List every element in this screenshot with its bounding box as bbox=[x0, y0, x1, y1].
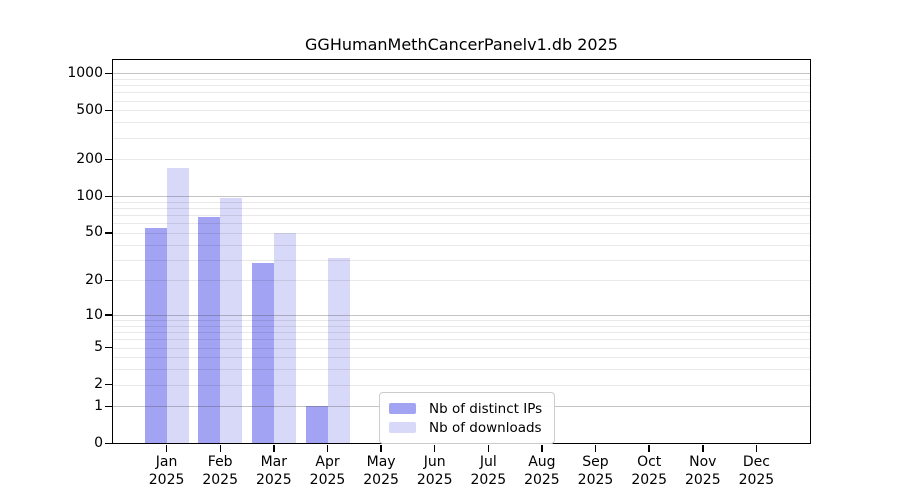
gridline-minor bbox=[113, 110, 810, 112]
gridline-minor bbox=[113, 201, 810, 203]
y-tick-label: 1 bbox=[94, 397, 103, 414]
x-tick-label: Nov 2025 bbox=[684, 453, 721, 488]
gridline-minor bbox=[113, 357, 810, 359]
gridline-minor bbox=[113, 78, 810, 80]
legend-label-distinct-ips: Nb of distinct IPs bbox=[429, 400, 543, 417]
gridline-minor bbox=[113, 369, 810, 371]
y-tick-label: 5 bbox=[94, 339, 103, 355]
legend: Nb of distinct IPs Nb of downloads bbox=[379, 392, 556, 444]
x-tick-label: Oct 2025 bbox=[631, 453, 667, 488]
y-axis-tick bbox=[104, 346, 112, 349]
bar-downloads-jan bbox=[166, 168, 189, 444]
x-axis-tick bbox=[326, 445, 329, 452]
legend-label-downloads: Nb of downloads bbox=[429, 419, 542, 436]
x-axis-tick bbox=[487, 445, 490, 452]
x-tick-label: May 2025 bbox=[363, 453, 399, 488]
x-tick-label: Aug 2025 bbox=[524, 453, 560, 488]
legend-swatch-downloads bbox=[389, 422, 416, 433]
y-axis-tick bbox=[104, 232, 112, 234]
y-tick-label: 500 bbox=[76, 101, 103, 118]
chart-title: GGHumanMethCancerPanelv1.db 2025 bbox=[305, 35, 618, 54]
x-tick-label: Apr 2025 bbox=[309, 453, 346, 488]
gridline-minor bbox=[113, 232, 810, 234]
gridline-minor bbox=[113, 92, 810, 94]
legend-item-downloads: Nb of downloads bbox=[389, 418, 542, 437]
y-axis-tick bbox=[104, 314, 112, 316]
bar-distinct-ips-apr bbox=[305, 406, 328, 444]
gridline-minor bbox=[113, 280, 810, 282]
x-axis-tick bbox=[594, 445, 597, 452]
gridline-minor bbox=[113, 347, 810, 349]
y-tick-label: 50 bbox=[85, 224, 103, 241]
bar-distinct-ips-feb bbox=[198, 217, 221, 444]
y-axis-tick bbox=[104, 442, 112, 445]
y-tick-label: 0 bbox=[94, 435, 103, 451]
gridline-minor bbox=[113, 325, 810, 327]
gridline-major bbox=[113, 73, 810, 75]
gridline-minor bbox=[113, 339, 810, 341]
x-axis-tick bbox=[755, 445, 758, 452]
gridline-minor bbox=[113, 215, 810, 217]
x-axis-tick bbox=[702, 445, 704, 452]
bar-distinct-ips-mar bbox=[251, 263, 274, 444]
x-tick-label: Dec 2025 bbox=[738, 453, 775, 488]
legend-item-distinct-ips: Nb of distinct IPs bbox=[389, 399, 542, 418]
gridline-minor bbox=[113, 259, 810, 261]
gridline-minor bbox=[113, 85, 810, 87]
gridline-minor bbox=[113, 208, 810, 209]
gridline-minor bbox=[113, 244, 810, 246]
x-axis-tick bbox=[273, 445, 275, 452]
y-tick-label: 10 bbox=[85, 306, 103, 323]
x-axis-tick bbox=[219, 445, 221, 452]
y-axis-tick bbox=[104, 279, 112, 282]
x-tick-label: Jul 2025 bbox=[470, 453, 507, 488]
gridline-minor bbox=[113, 320, 810, 322]
legend-swatch-distinct-ips bbox=[389, 403, 416, 414]
y-tick-label: 20 bbox=[85, 271, 103, 288]
x-axis-tick bbox=[165, 445, 168, 452]
bar-downloads-apr bbox=[327, 257, 350, 444]
bar-downloads-mar bbox=[273, 232, 296, 444]
gridline-major bbox=[113, 196, 810, 198]
y-tick-label: 1000 bbox=[67, 64, 103, 81]
bar-distinct-ips-jan bbox=[144, 227, 167, 444]
y-axis-tick bbox=[104, 158, 112, 161]
gridline-minor bbox=[113, 122, 810, 124]
gridline-minor bbox=[113, 159, 810, 161]
gridline-minor bbox=[113, 384, 810, 386]
x-tick-label: Jun 2025 bbox=[416, 453, 453, 488]
y-axis-tick bbox=[104, 195, 112, 197]
gridline-minor bbox=[113, 100, 810, 102]
bar-downloads-feb bbox=[220, 197, 243, 444]
y-axis-tick bbox=[104, 383, 112, 386]
gridline-minor bbox=[113, 137, 810, 139]
y-axis-tick bbox=[104, 109, 112, 112]
x-tick-label: Jan 2025 bbox=[148, 453, 185, 488]
y-tick-label: 200 bbox=[76, 150, 103, 167]
y-axis-tick bbox=[104, 405, 112, 408]
y-tick-label: 2 bbox=[94, 376, 103, 393]
x-tick-label: Sep 2025 bbox=[577, 453, 614, 488]
x-axis-tick bbox=[380, 445, 382, 452]
y-tick-label: 100 bbox=[76, 187, 103, 204]
gridline-minor bbox=[113, 332, 810, 334]
y-axis-tick bbox=[104, 72, 112, 75]
x-axis-tick bbox=[648, 445, 650, 452]
gridline-major bbox=[113, 315, 810, 316]
x-tick-label: Mar 2025 bbox=[255, 453, 292, 488]
x-axis-tick bbox=[541, 445, 543, 452]
x-tick-label: Feb 2025 bbox=[202, 453, 238, 488]
x-axis-tick bbox=[433, 445, 436, 452]
gridline-minor bbox=[113, 223, 810, 225]
